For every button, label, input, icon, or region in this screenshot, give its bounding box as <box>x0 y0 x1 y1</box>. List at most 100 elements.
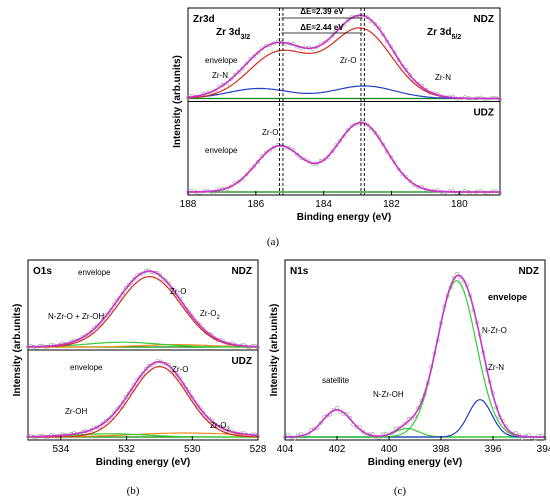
annotation-zr-o2: Zr-O2 <box>200 309 220 321</box>
peak-label-left: Zr 3d3/2 <box>216 27 250 41</box>
subfigure-label-a: (a) <box>266 236 280 248</box>
data-point <box>236 69 241 74</box>
annotation-envelope: envelope <box>205 56 238 65</box>
panel-label: UDZ <box>473 108 494 119</box>
chart-c-n1s: NDZ N1s 404 402 400 398 396 394 Binding energy (… <box>269 259 550 468</box>
element-label: Zr3d <box>193 14 215 25</box>
annotation-zr-o2-udz-sub: 2 <box>226 427 230 433</box>
annotation-zr-o-udz: Zr-O <box>262 128 278 137</box>
data-point <box>169 286 174 291</box>
series-envelope <box>28 270 258 348</box>
element-label: N1s <box>290 266 309 277</box>
x-tick-label: 188 <box>180 199 197 210</box>
annotation-zr-o2-udz: Zr-O2 <box>210 421 230 433</box>
series-n-zr-o <box>285 280 545 438</box>
data-point <box>330 33 335 38</box>
annotation-n-zr-oh: N-Zr-OH <box>373 390 404 399</box>
series-envelope <box>284 274 545 438</box>
y-axis-label: Intensity (arb.units) <box>12 304 23 397</box>
x-tick-label: 396 <box>485 444 502 455</box>
y-axis-label: Intensity (arb.units) <box>269 304 280 397</box>
x-tick-label: 534 <box>53 444 70 455</box>
data-point <box>100 317 105 322</box>
data-point <box>325 413 330 418</box>
x-tick-label: 186 <box>247 199 264 210</box>
data-point <box>126 283 131 287</box>
panel-label: UDZ <box>231 356 252 367</box>
chart-b-o1s: NDZ O1s UDZ 534 532 530 528 Binding energy (eV)… <box>12 259 267 468</box>
y-axis-label: Intensity (arb.units) <box>172 55 183 148</box>
data-point <box>381 32 385 37</box>
x-tick-label: 402 <box>329 444 346 455</box>
annotation-zr-n-right: Zr-N <box>435 73 451 82</box>
delta-label-bottom: ΔE=2.44 eV <box>300 23 344 32</box>
annotation-envelope-udz: envelope <box>70 363 103 372</box>
annotation-envelope-udz: envelope <box>205 146 238 155</box>
data-point <box>361 429 365 434</box>
annotation-zr-n: Zr-N <box>488 363 504 372</box>
annotation-zr-n-left: Zr-N <box>212 71 228 80</box>
series-envelope <box>28 361 259 438</box>
annotation-zr-o: Zr-O <box>170 287 186 296</box>
data-point <box>244 172 249 177</box>
data-point <box>318 421 323 425</box>
data-point <box>322 40 327 45</box>
data-point <box>164 279 168 284</box>
series-envelope <box>187 14 500 100</box>
annotation-envelope: envelope <box>78 268 111 277</box>
x-tick-label: 400 <box>381 444 398 455</box>
data-point <box>373 130 378 135</box>
panel-label: NDZ <box>231 266 252 277</box>
x-tick-label: 532 <box>118 444 135 455</box>
x-tick-label: 528 <box>250 444 267 455</box>
series-zr-o2 <box>28 344 258 348</box>
series-n-zr-o-zr-oh <box>27 341 258 348</box>
subfigure-label-c: (c) <box>393 485 407 497</box>
x-axis-label: Binding energy (eV) <box>96 457 190 468</box>
data-point <box>403 421 408 426</box>
annotation-envelope: envelope <box>488 292 527 302</box>
annotation-zr-o: Zr-O <box>340 56 356 65</box>
x-axis-label: Binding energy (eV) <box>297 212 391 223</box>
annotation-satellite: satellite <box>322 376 350 385</box>
series-n-zr-oh <box>285 427 545 438</box>
delta-label-top: ΔE=2.39 eV <box>300 7 344 16</box>
data-point <box>286 432 291 437</box>
data-point <box>244 61 249 66</box>
panel-label: NDZ <box>473 14 494 25</box>
annotation-zr-oh: Zr-OH <box>65 407 87 416</box>
x-axis-label: Binding energy (eV) <box>368 457 462 468</box>
x-tick-label: 398 <box>433 444 450 455</box>
element-label: O1s <box>33 266 52 277</box>
data-point <box>207 416 212 421</box>
panel-label: NDZ <box>518 266 539 277</box>
plot-frame <box>284 259 546 441</box>
subfigure-label-b: (b) <box>126 485 140 497</box>
x-tick-label: 180 <box>451 199 468 210</box>
peak-label-left-sub: 3/2 <box>240 34 250 41</box>
annotation-mixed: N-Zr-O + Zr-OH <box>48 312 104 321</box>
data-point <box>132 382 137 387</box>
data-point <box>201 410 206 415</box>
series-zr-o <box>28 276 258 348</box>
data-point <box>373 22 378 27</box>
data-point <box>195 403 200 408</box>
data-point <box>95 324 99 328</box>
series-zr-n <box>187 85 500 100</box>
data-point <box>236 179 241 184</box>
x-tick-label: 404 <box>277 444 294 455</box>
series-zr-o <box>28 366 259 438</box>
x-tick-label: 184 <box>315 199 332 210</box>
chart-a-zr3d: NDZ Zr3d UDZ 188 186 184 182 180 Binding energy … <box>172 7 502 223</box>
data-point <box>132 276 137 281</box>
series-envelope <box>188 121 500 193</box>
x-tick-label: 182 <box>383 199 400 210</box>
peak-label-right-sub: 5/2 <box>451 34 461 41</box>
data-point <box>228 77 233 82</box>
x-tick-label: 530 <box>184 444 201 455</box>
annotation-n-zr-o: N-Zr-O <box>482 326 507 335</box>
annotation-zr-o-udz: Zr-O <box>172 365 188 374</box>
peak-label-right: Zr 3d5/2 <box>427 27 461 41</box>
x-tick-label: 394 <box>537 444 550 455</box>
